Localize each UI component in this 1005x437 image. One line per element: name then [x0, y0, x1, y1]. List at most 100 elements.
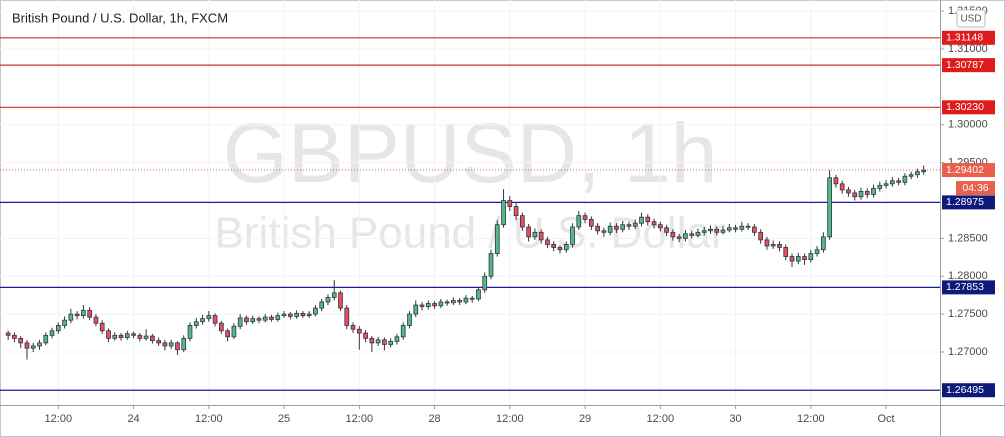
candle-body — [143, 335, 149, 339]
candle-body — [413, 304, 419, 315]
currency: USD — [960, 14, 981, 25]
candle-body — [118, 334, 124, 338]
candle-body — [507, 200, 513, 207]
candle-body — [808, 253, 814, 260]
y-tick-label: 1.31000 — [948, 43, 988, 55]
candle-body — [783, 247, 789, 257]
candle-body — [557, 247, 563, 251]
candle-body — [726, 227, 732, 231]
candle-body — [469, 297, 475, 300]
candle-body — [219, 322, 224, 332]
candle-body — [338, 292, 343, 309]
candle-body — [68, 313, 74, 321]
candle-body — [488, 253, 494, 277]
candle-body — [846, 189, 851, 194]
candle-body — [839, 183, 845, 191]
candle-body — [407, 313, 412, 326]
candle-body — [639, 216, 644, 224]
candle-body — [124, 333, 130, 338]
currency-badge — [956, 9, 986, 28]
chart-title: British Pound / U.S. Dollar, 1h, FXCM — [12, 10, 228, 25]
candle-body — [745, 225, 751, 228]
candle-body — [237, 317, 243, 327]
x-tick-label: 12:00 — [647, 413, 675, 425]
candle-body — [739, 225, 745, 230]
candle-body — [419, 304, 425, 307]
countdown-box — [956, 181, 995, 196]
candle-body — [764, 239, 770, 247]
candle-body — [714, 228, 720, 233]
candle-body — [74, 313, 80, 317]
candle-body — [915, 171, 920, 176]
y-tick-label: 1.30000 — [948, 119, 988, 131]
candle-body — [112, 334, 118, 339]
candle-body — [476, 289, 481, 300]
candle-body — [156, 340, 161, 344]
candle-body — [193, 321, 199, 326]
candle-body — [482, 275, 488, 291]
candle-body — [883, 183, 889, 186]
candle-body — [789, 256, 795, 262]
candle-body — [137, 334, 143, 339]
candle-body — [651, 221, 657, 226]
candle-body — [438, 301, 444, 307]
x-tick-label: Oct — [878, 413, 895, 425]
candle-body — [400, 325, 406, 338]
candle-body — [451, 300, 456, 304]
candle-body — [463, 297, 469, 303]
candle-body — [43, 334, 49, 344]
candle-body — [306, 313, 312, 317]
candle-body — [538, 231, 544, 241]
candle-body — [689, 233, 695, 236]
candle-body — [369, 337, 375, 344]
candle-body — [814, 249, 820, 254]
level-label: 1.26495 — [946, 384, 984, 396]
countdown: 04:36 — [962, 182, 988, 194]
candle-body — [212, 315, 218, 324]
candle-body — [106, 330, 111, 339]
candle-body — [131, 333, 136, 336]
level-label: 1.30230 — [946, 101, 984, 113]
candle-body — [626, 224, 632, 227]
candle-body — [526, 226, 531, 238]
y-tick-label: 1.28000 — [948, 270, 988, 282]
candle-body — [877, 184, 883, 189]
candle-body — [695, 231, 701, 236]
candle-body — [664, 227, 669, 233]
level-label-box — [942, 58, 995, 73]
candle-body — [99, 322, 105, 332]
candle-body — [833, 177, 839, 185]
candle-body — [921, 169, 927, 173]
candle-body — [231, 325, 237, 338]
level-label: 1.30787 — [946, 59, 984, 71]
candle-body — [350, 325, 356, 330]
candle-body — [701, 230, 707, 233]
candle-body — [532, 231, 538, 238]
candle-body — [871, 187, 876, 195]
candle-body — [262, 316, 268, 321]
candle-body — [425, 303, 431, 307]
candle-body — [670, 231, 676, 238]
level-label: 1.27853 — [946, 281, 984, 293]
candle-body — [827, 177, 832, 238]
candle-body — [168, 342, 174, 347]
x-tick-label: 12:00 — [496, 413, 524, 425]
level-label-box — [942, 383, 995, 398]
candle-body — [162, 342, 168, 347]
candle-body — [795, 256, 801, 262]
x-tick-label: 12:00 — [195, 413, 223, 425]
candle-body — [902, 175, 908, 183]
candle-body — [12, 334, 17, 339]
candle-body — [620, 224, 626, 230]
candles — [5, 165, 927, 360]
candle-body — [676, 236, 682, 239]
candle-body — [24, 342, 30, 349]
candle-body — [93, 316, 99, 324]
candle-body — [319, 301, 325, 309]
level-label: 1.28975 — [946, 196, 984, 208]
candle-body — [520, 215, 525, 228]
level-label-box — [942, 100, 995, 115]
candle-body — [708, 228, 713, 232]
candle-body — [81, 309, 86, 317]
